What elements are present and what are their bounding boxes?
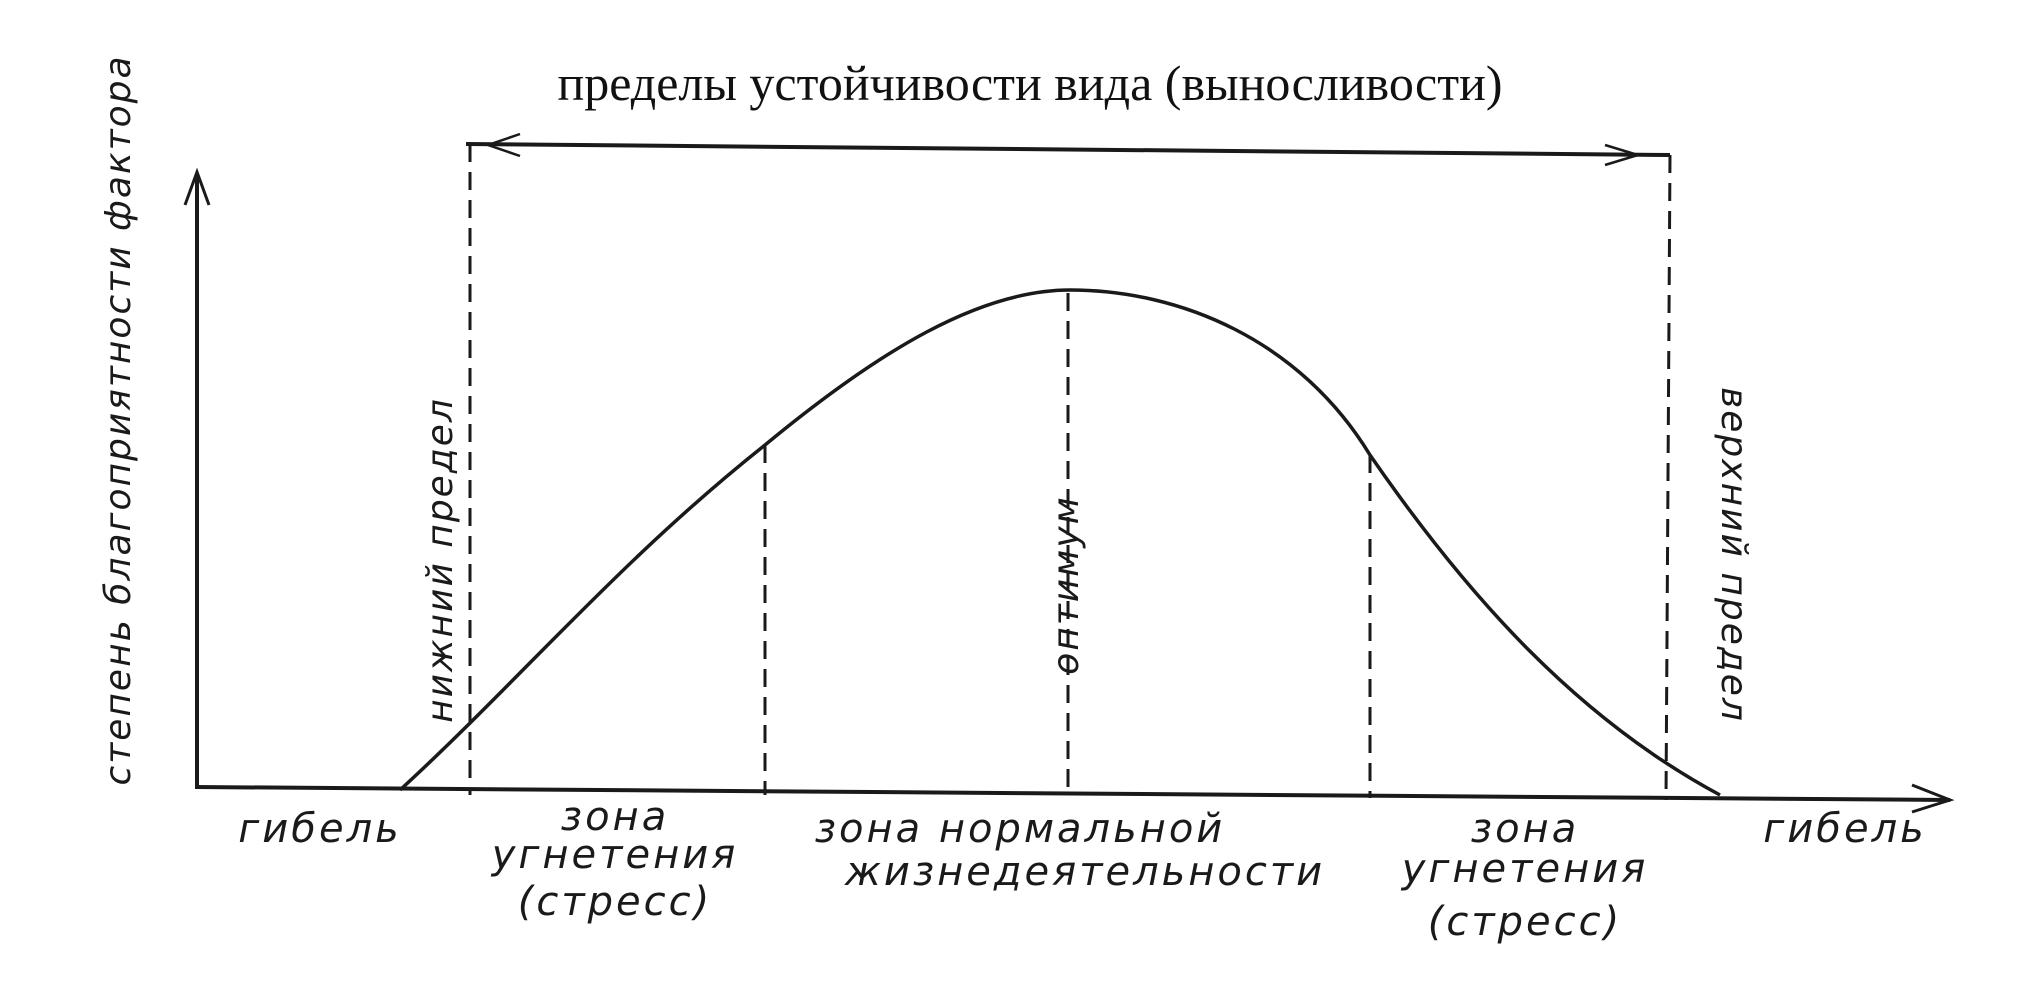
y-axis bbox=[183, 167, 211, 787]
tolerance-range-arrow bbox=[465, 132, 1671, 167]
y-axis-label: степень благоприятности фактора bbox=[98, 54, 139, 785]
diagram-title: пределы устойчивости вида (выносливости) bbox=[557, 55, 1502, 111]
death-zone-left-label: гибель bbox=[238, 806, 401, 852]
suppression-right-line-1: зона bbox=[1471, 806, 1579, 852]
x-axis bbox=[194, 783, 1955, 814]
death-zone-right-label: гибель bbox=[1763, 806, 1926, 852]
normal-zone-line-2: жизнедеятельности bbox=[844, 849, 1325, 895]
upper-limit-label: верхний предел bbox=[1713, 387, 1754, 723]
normal-zone-label: зона нормальной жизнедеятельности bbox=[815, 806, 1325, 895]
suppression-zone-right-label: зона угнетения (стресс) bbox=[1401, 806, 1649, 945]
optimum-label: оптимум bbox=[1046, 495, 1087, 675]
suppression-left-line-1: зона bbox=[561, 794, 669, 840]
lower-limit-label: нижний предел bbox=[420, 397, 461, 723]
suppression-right-line-2: угнетения bbox=[1401, 846, 1649, 892]
suppression-left-line-2: угнетения bbox=[491, 832, 739, 878]
upper-limit-line bbox=[1664, 154, 1672, 801]
normal-zone-line-1: зона нормальной bbox=[815, 806, 1226, 852]
suppression-right-line-3: (стресс) bbox=[1428, 899, 1623, 945]
tolerance-curve bbox=[398, 288, 1721, 797]
suppression-zone-left-label: зона угнетения (стресс) bbox=[491, 794, 739, 925]
suppression-left-line-3: (стресс) bbox=[518, 879, 713, 925]
